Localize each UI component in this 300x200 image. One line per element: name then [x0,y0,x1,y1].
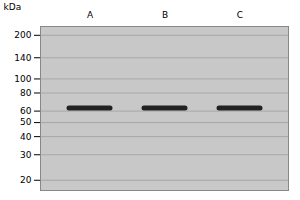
svg-text:200: 200 [14,30,31,40]
svg-text:kDa: kDa [4,2,22,12]
svg-text:50: 50 [20,117,32,127]
svg-text:140: 140 [14,53,31,63]
svg-text:30: 30 [20,150,32,160]
svg-text:40: 40 [20,132,32,142]
svg-text:80: 80 [20,88,32,98]
svg-text:60: 60 [20,106,32,116]
svg-text:A: A [87,10,94,20]
svg-text:B: B [162,10,168,20]
svg-text:C: C [237,10,243,20]
svg-text:100: 100 [14,74,31,84]
svg-text:20: 20 [20,175,32,185]
